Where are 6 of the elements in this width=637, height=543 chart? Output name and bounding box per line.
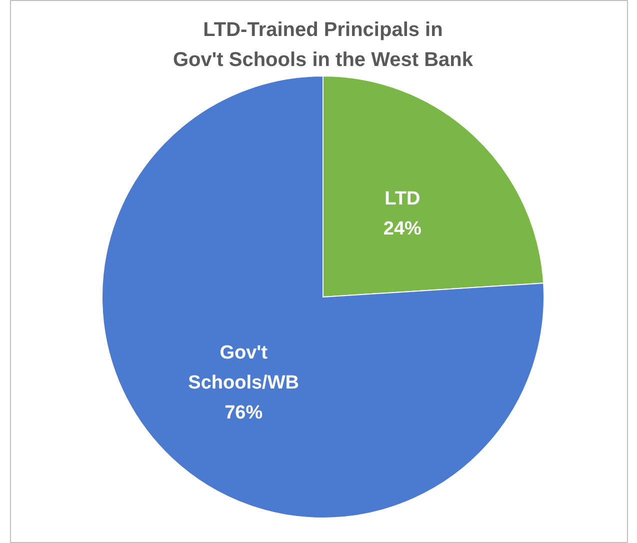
slice-label: LTD [384, 188, 420, 210]
chart-title: LTD-Trained Principals in Gov't Schools in the West Bank [173, 19, 474, 71]
pie-slice [102, 76, 544, 518]
data-label: 76% [224, 402, 263, 424]
slice-label: Gov't Schools/WB [188, 342, 299, 394]
data-label: 24% [383, 218, 422, 240]
